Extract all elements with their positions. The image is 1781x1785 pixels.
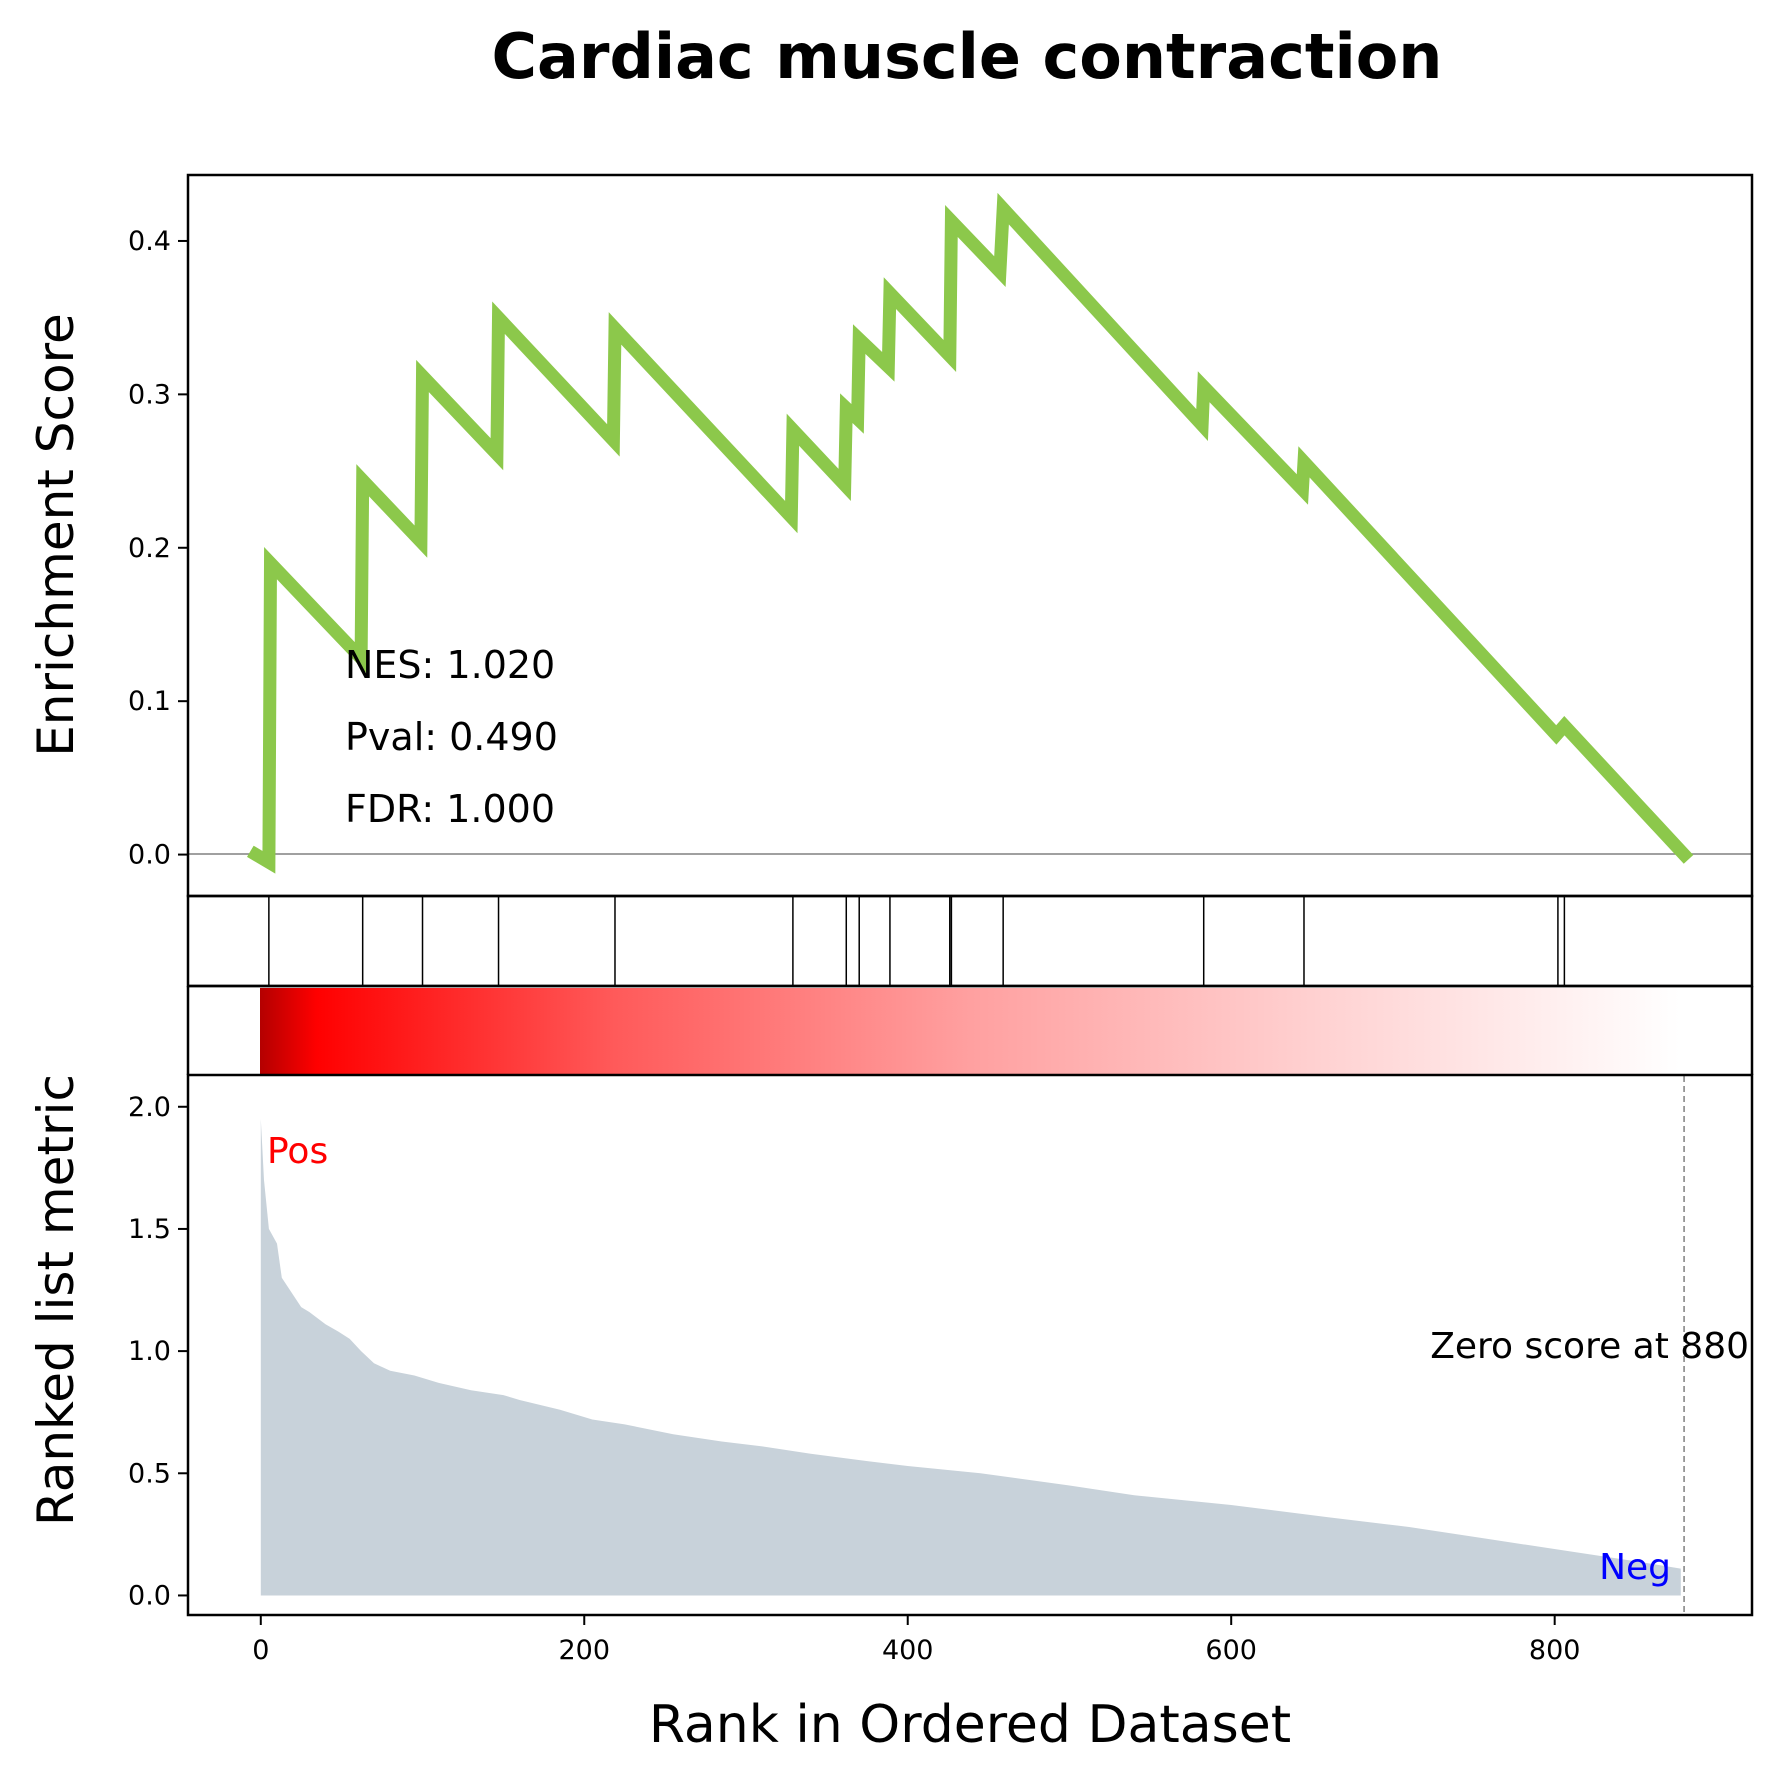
x-tick-label: 800 — [1529, 1635, 1581, 1666]
ranked-y-tick-label: 1.0 — [128, 1336, 171, 1367]
es-y-tick-label: 0.4 — [128, 226, 171, 257]
rank-heatmap-bar — [260, 988, 1680, 1075]
es-y-ticks: 0.0 0.1 0.2 0.3 0.4 — [128, 226, 188, 871]
ranked-y-tick-label: 0.5 — [128, 1458, 171, 1489]
hits-panel — [186, 894, 1754, 988]
x-axis-ticks: 0 200 400 600 800 — [252, 1615, 1580, 1666]
fdr-stat: FDR: 1.000 — [345, 787, 555, 831]
chart-title: Cardiac muscle contraction — [492, 20, 1443, 93]
ranked-y-ticks: 0.0 0.5 1.0 1.5 2.0 — [128, 1092, 188, 1611]
x-tick-label: 400 — [882, 1635, 934, 1666]
es-y-tick-label: 0.0 — [128, 840, 171, 871]
pos-label: Pos — [267, 1131, 328, 1172]
hit-lines — [268, 896, 1566, 986]
enrichment-ylabel: Enrichment Score — [27, 313, 85, 757]
ranked-panel: 0.0 0.5 1.0 1.5 2.0 Pos Neg Zero score at 88… — [27, 984, 1754, 1755]
ranked-axes-frame — [186, 1073, 1754, 1617]
es-y-tick-label: 0.2 — [128, 533, 171, 564]
x-tick-label: 200 — [558, 1635, 610, 1666]
x-axis-label: Rank in Ordered Dataset — [649, 1695, 1291, 1755]
x-tick-label: 600 — [1205, 1635, 1257, 1666]
zero-score-label: Zero score at 880 — [1430, 1326, 1749, 1367]
neg-label: Neg — [1599, 1547, 1671, 1588]
x-tick-label: 0 — [252, 1635, 269, 1666]
ranked-y-tick-label: 0.0 — [128, 1580, 171, 1611]
enrichment-score-line — [246, 192, 1694, 874]
nes-stat: NES: 1.020 — [345, 643, 555, 687]
ranked-y-tick-label: 1.5 — [128, 1214, 171, 1245]
pval-stat: Pval: 0.490 — [345, 715, 558, 759]
es-y-tick-label: 0.1 — [128, 686, 171, 717]
ranked-y-tick-label: 2.0 — [128, 1092, 171, 1123]
es-y-tick-label: 0.3 — [128, 379, 171, 410]
enrichment-panel: 0.0 0.1 0.2 0.3 0.4 NES: 1.020 Pval: 0.490 F… — [27, 173, 1754, 898]
ranked-metric-area — [260, 1119, 1681, 1596]
ranked-ylabel: Ranked list metric — [27, 1074, 85, 1526]
